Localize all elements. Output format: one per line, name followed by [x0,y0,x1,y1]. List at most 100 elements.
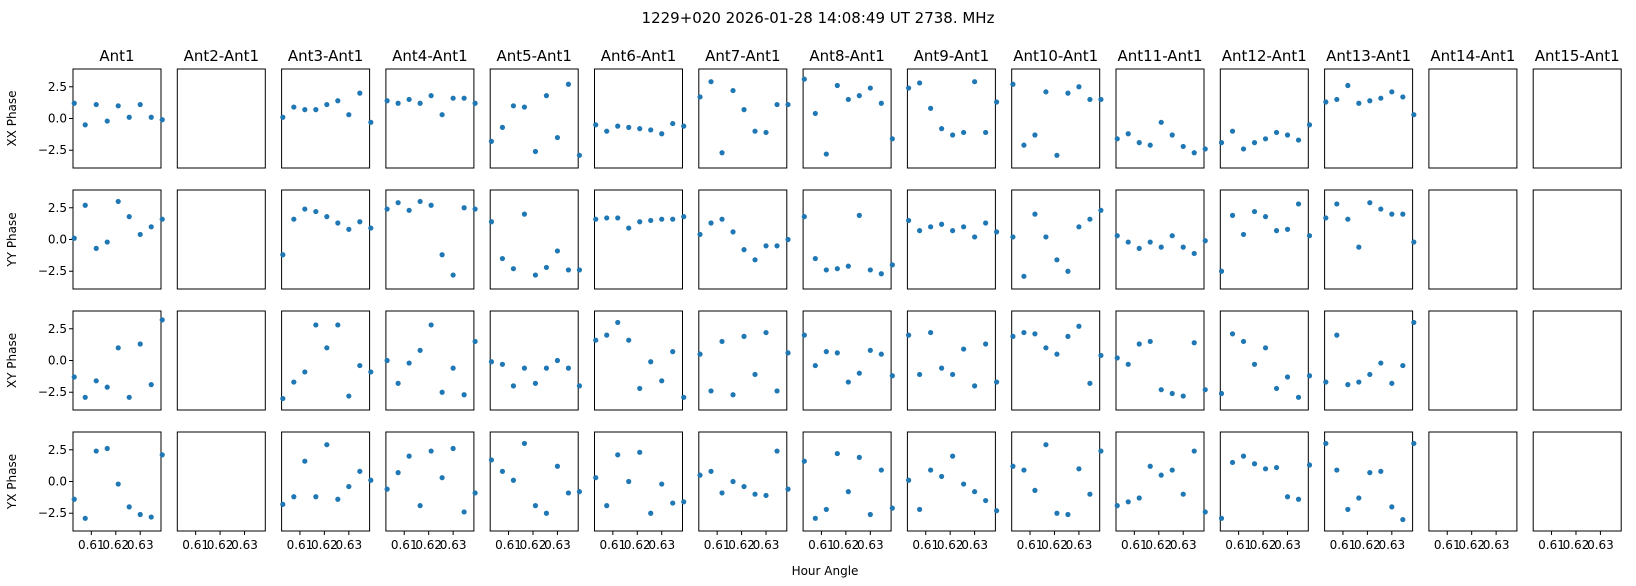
data-point [659,131,665,137]
data-point [406,453,412,459]
data-point [1021,273,1027,279]
data-point [1169,467,1175,473]
panel-yx-phase-ant5-ant1: 0.610.620.63 [488,431,583,552]
data-point [417,100,423,106]
panel-xx-phase-ant4-ant1 [384,68,478,169]
panel-xy-phase-ant6-ant1 [593,310,687,411]
data-point [785,350,791,356]
y-tick-label: −2.5 [38,143,67,157]
x-tick-label: 0.62 [937,538,964,552]
data-point [823,151,829,157]
column-title-ant9-ant1: Ant9-Ant1 [914,47,989,65]
data-point [697,231,703,238]
x-tick-label: 0.61 [78,538,105,552]
panel-yx-phase-ant10-ant1: 0.610.620.63 [1010,431,1104,552]
x-tick-label: 0.61 [1538,538,1565,552]
panel-frame [698,68,788,169]
data-point [1367,371,1373,378]
data-point [670,500,676,506]
panel-frame [1011,431,1101,532]
data-point [763,243,769,249]
data-point [450,95,456,101]
data-point [576,152,583,158]
x-tick-label: 0.63 [753,538,780,552]
data-point [357,219,363,225]
data-point [1389,380,1395,386]
x-tick-label: 0.61 [495,538,522,552]
column-title-ant15-ant1: Ant15-Ant1 [1535,47,1620,65]
x-tick-label: 0.63 [1378,538,1405,552]
data-point [730,229,736,235]
panel-frame [385,310,475,411]
data-point [972,79,978,85]
data-point [1180,491,1186,497]
data-point [280,395,286,402]
data-point [906,332,912,338]
panel-frame [176,189,266,290]
data-point [1334,332,1340,338]
panel-frame [72,68,162,169]
panel-xx-phase-ant14-ant1 [1428,68,1518,169]
x-tick-label: 0.62 [207,538,234,552]
data-point [752,491,758,497]
data-point [71,496,77,502]
data-point [1262,345,1269,351]
panel-xy-phase-ant5-ant1 [488,310,583,411]
data-point [82,515,88,521]
data-point [741,333,747,339]
panel-xx-phase-ant6-ant1 [593,68,687,169]
data-point [1240,338,1247,345]
data-point [148,514,154,520]
x-tick-label: 0.61 [1330,538,1357,552]
y-tick-label: 0.0 [48,475,67,489]
data-point [615,452,621,458]
data-point [906,477,912,483]
data-point [450,445,456,452]
data-point [1169,132,1175,138]
data-point [1411,112,1417,118]
data-point [521,104,528,110]
data-point [1010,463,1016,469]
data-point [565,365,572,371]
panel-yy-phase-ant9-ant1 [906,189,1000,290]
data-point [1043,345,1049,351]
data-point [291,216,297,222]
data-point [1087,380,1093,386]
data-point [576,489,583,495]
data-point [395,470,401,476]
data-point [845,263,851,269]
panel-frame [802,189,892,290]
data-point [823,506,829,513]
x-tick-label: 0.61 [704,538,731,552]
data-point [1273,129,1280,136]
data-point [461,392,467,398]
panel-frame [594,189,683,290]
data-point [708,468,714,474]
data-point [917,228,923,234]
data-point [554,357,561,364]
panel-frame [489,189,579,290]
data-point [1114,233,1120,239]
y-tick-label: 0.0 [48,354,67,368]
data-point [1098,448,1104,454]
panel-xy-phase-ant14-ant1 [1428,310,1518,411]
data-point [878,271,884,277]
panel-frame [281,310,371,411]
x-tick-label: 0.63 [1587,538,1614,552]
data-point [719,216,725,222]
column-title-ant4-ant1: Ant4-Ant1 [392,47,467,65]
data-point [1334,467,1340,473]
y-tick-label: 2.5 [48,201,67,215]
data-point [1356,244,1362,250]
panel-xx-phase-ant13-ant1 [1323,68,1417,169]
panel-frame [489,310,579,411]
data-point [1043,234,1049,240]
data-point [417,347,423,353]
panel-yx-phase-ant7-ant1: 0.610.620.63 [697,431,791,552]
data-point [697,472,703,478]
data-point [637,449,643,455]
data-point [1356,100,1362,106]
data-point [406,207,412,213]
panel-frame [176,68,266,169]
data-point [1202,146,1208,152]
